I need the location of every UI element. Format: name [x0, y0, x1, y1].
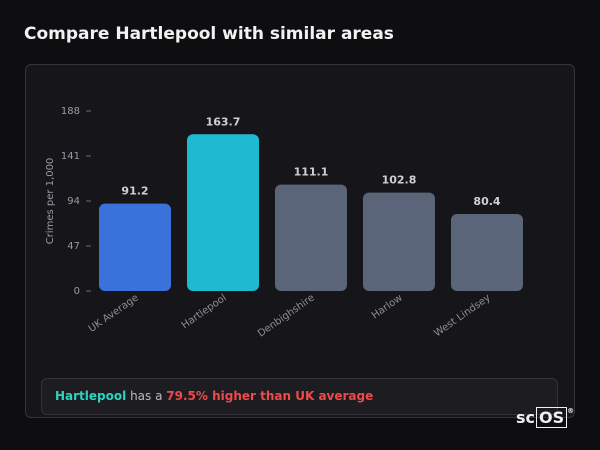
- x-tick-label: West Lindsey: [432, 292, 493, 339]
- logo-text: sc: [516, 408, 536, 427]
- logo-boxed: OS: [536, 407, 568, 428]
- bar: [275, 184, 347, 291]
- area-name: Hartlepool: [55, 389, 127, 403]
- value-label: 91.2: [121, 185, 148, 198]
- y-tick-label: 0: [74, 286, 80, 297]
- logo: sc OS ®: [516, 406, 575, 428]
- value-label: 163.7: [206, 115, 241, 128]
- value-label: 80.4: [473, 195, 500, 208]
- summary-highlight: 79.5% higher than UK average: [166, 389, 374, 403]
- x-tick-label: Harlow: [370, 292, 405, 321]
- bar: [451, 214, 523, 291]
- logo-mark: ®: [567, 406, 575, 415]
- y-tick-label: 94: [67, 196, 80, 207]
- value-label: 111.1: [294, 166, 329, 179]
- summary: Hartlepool has a 79.5% higher than UK av…: [41, 378, 558, 415]
- y-tick-label: 188: [61, 106, 80, 117]
- y-tick-label: 141: [61, 151, 80, 162]
- page-title: Compare Hartlepool with similar areas: [24, 24, 394, 44]
- x-tick-label: Denbighshire: [256, 292, 317, 339]
- bar: [363, 192, 435, 291]
- x-tick-label: Hartlepool: [180, 292, 229, 331]
- bar: [99, 203, 171, 291]
- y-tick-label: 47: [67, 241, 80, 252]
- value-label: 102.8: [382, 174, 417, 187]
- bar: [187, 134, 259, 291]
- x-tick-label: UK Average: [87, 292, 141, 334]
- y-axis-label: Crimes per 1,000: [45, 158, 56, 245]
- summary-text: has a: [130, 389, 163, 403]
